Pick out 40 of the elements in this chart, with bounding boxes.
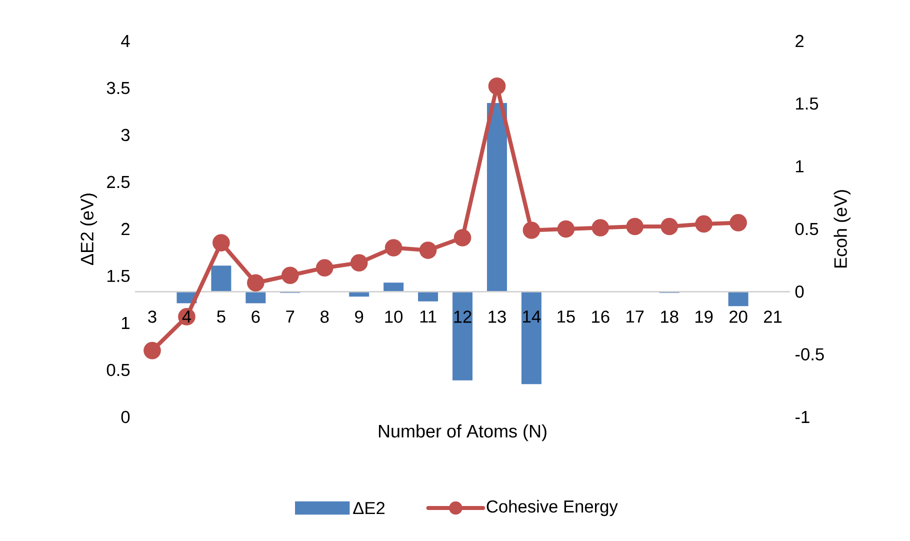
y2-axis-title: Ecoh (eV) — [834, 190, 850, 268]
y-tick-label: 4 — [121, 35, 130, 47]
legend-label: Cohesive Energy — [486, 500, 618, 516]
y-tick-label: 0 — [121, 410, 130, 424]
y2-tick-label: 0 — [795, 286, 804, 298]
y-tick-label: 2.5 — [107, 176, 130, 188]
x-tick-label: 12 — [454, 310, 472, 323]
y-tick-label: 0.5 — [106, 364, 130, 376]
x-tick-label: 13 — [488, 310, 506, 323]
y2-tick-label: 1.5 — [796, 98, 818, 110]
y-axis-title: ΔE2 (eV) — [80, 194, 98, 265]
x-tick-label: 21 — [764, 310, 782, 323]
x-axis-title: Number of Atoms (N) — [378, 424, 546, 442]
x-tick-label: 9 — [355, 310, 364, 323]
x-tick-label: 19 — [695, 310, 713, 323]
x-tick-label: 17 — [626, 310, 644, 323]
x-tick-label: 11 — [420, 310, 436, 323]
x-tick-label: 8 — [320, 310, 329, 323]
y-tick-label: 2 — [122, 222, 130, 236]
y2-tick-label: -0.5 — [795, 348, 824, 360]
x-tick-label: 16 — [592, 310, 610, 323]
x-tick-label: 4 — [182, 310, 192, 323]
x-tick-label: 3 — [148, 310, 156, 323]
y2-tick-label: 2 — [796, 34, 804, 48]
legend-label: ΔE2 — [353, 502, 385, 514]
x-tick-label: 10 — [385, 310, 403, 323]
y-tick-label: 1.5 — [108, 270, 130, 282]
x-tick-label: 15 — [558, 310, 575, 323]
y2-tick-label: 1 — [796, 160, 804, 172]
x-tick-label: 18 — [661, 310, 678, 323]
x-tick-label: 7 — [286, 310, 294, 323]
x-tick-label: 6 — [252, 310, 260, 323]
y-tick-label: 3.5 — [106, 82, 130, 94]
y2-tick-label: 0.5 — [795, 222, 818, 236]
x-tick-label: 5 — [217, 310, 226, 323]
x-tick-label: 20 — [730, 310, 748, 323]
y-tick-label: 1 — [122, 317, 130, 329]
y2-tick-label: -1 — [795, 411, 810, 423]
x-tick-label: 14 — [523, 310, 541, 323]
y-tick-label: 3 — [121, 128, 130, 142]
